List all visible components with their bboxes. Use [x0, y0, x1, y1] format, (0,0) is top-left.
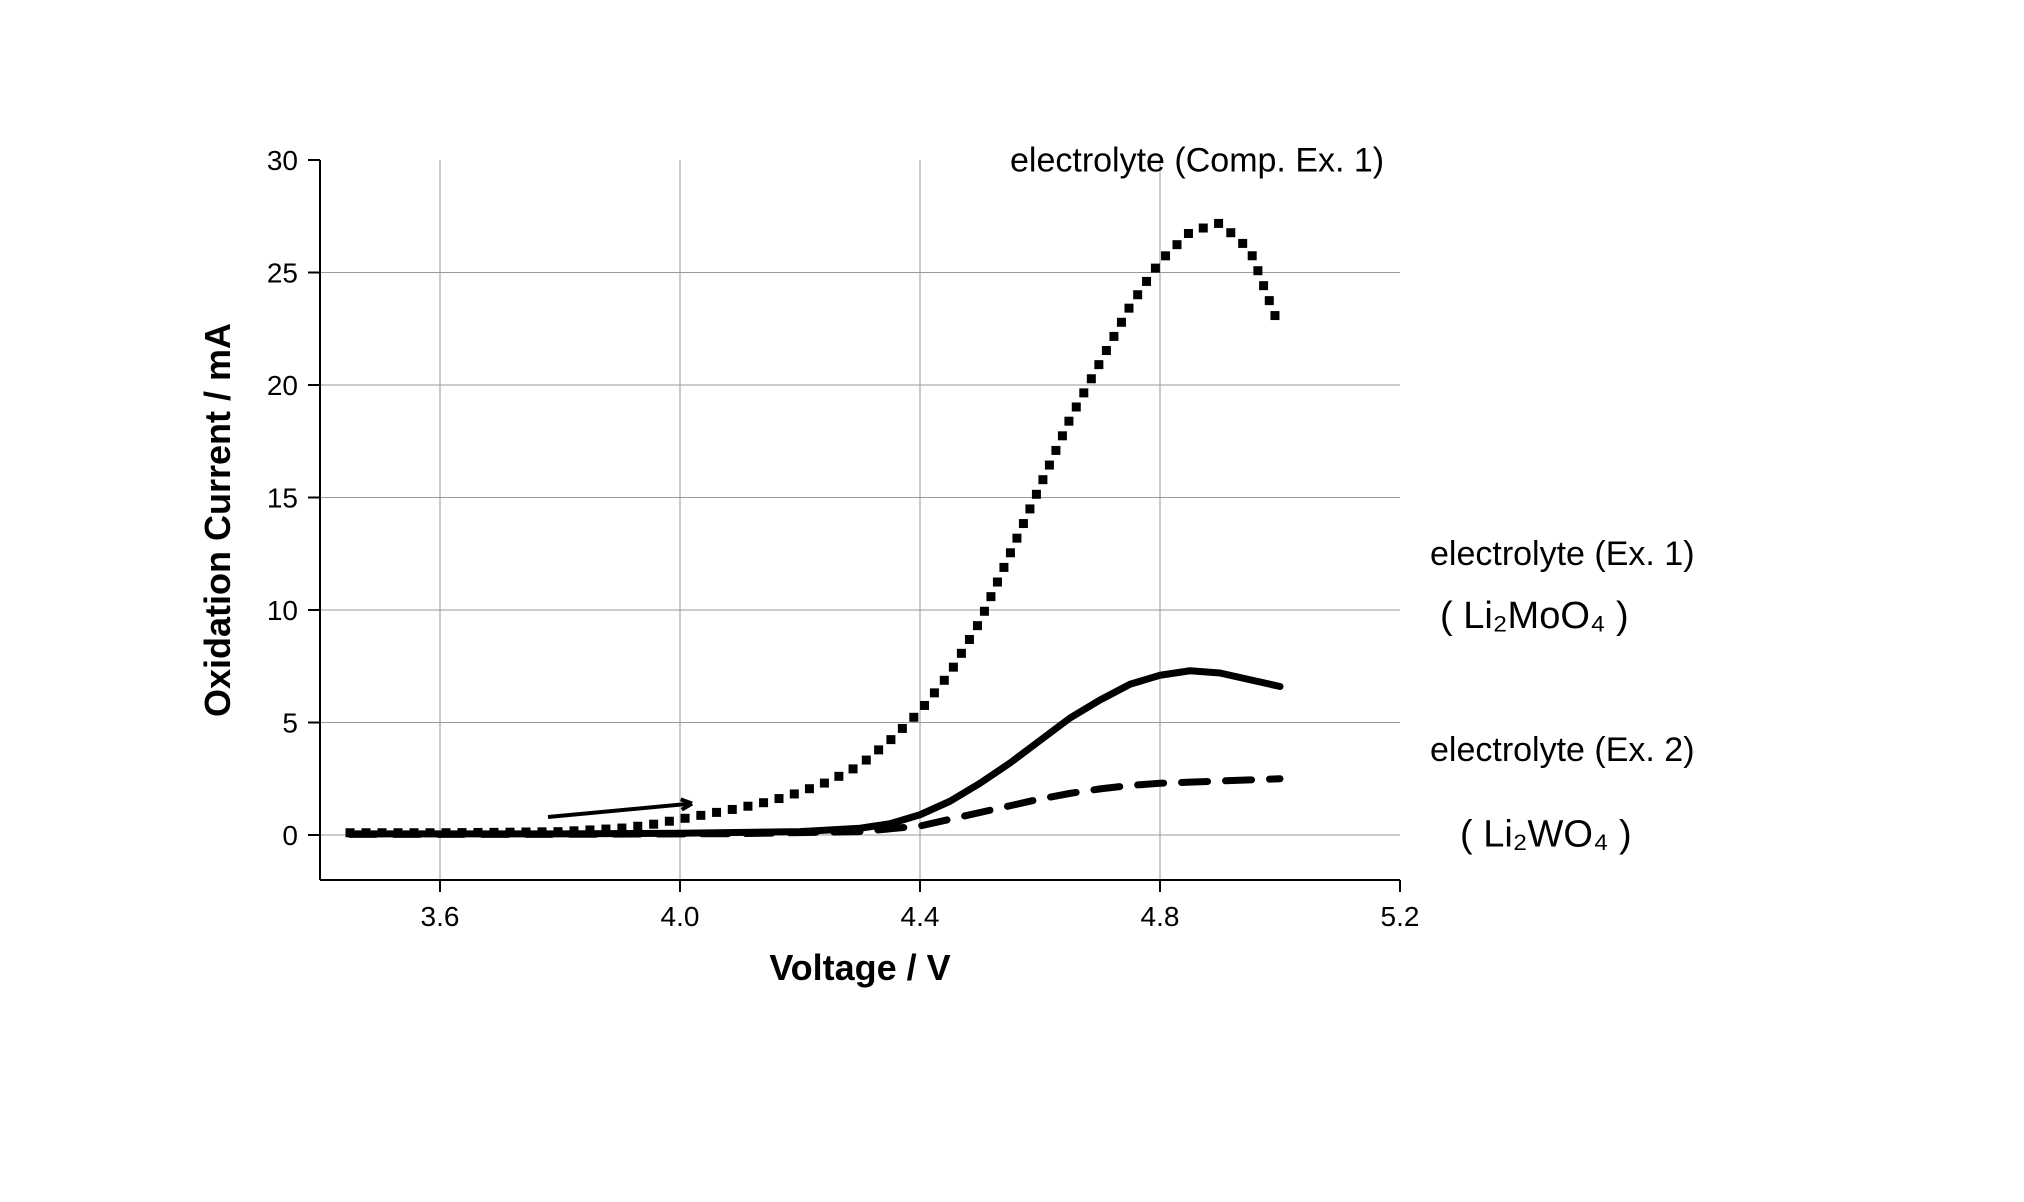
series-dot	[1117, 318, 1126, 327]
series-dot	[665, 817, 674, 826]
y-tick-label: 20	[267, 370, 298, 401]
series-dot	[834, 772, 843, 781]
series-dot	[965, 635, 974, 644]
oxidation-current-chart: 3.6 4.0 4.4 4.8 5.2 0 5 10 15 20 25 30 Voltage / V Ox…	[200, 140, 1850, 1090]
series-dot	[999, 563, 1008, 572]
y-tick-label: 10	[267, 595, 298, 626]
legend-ex2-line2: ( Li₂WO₄ )	[1460, 813, 1632, 855]
series-dot	[1038, 475, 1047, 484]
series-dot	[849, 764, 858, 773]
series-dot	[1248, 251, 1257, 260]
series-dot	[1051, 446, 1060, 455]
legend-comp-ex1: electrolyte (Comp. Ex. 1)	[1010, 141, 1384, 179]
series-dot	[1019, 519, 1028, 528]
series-dot	[1124, 304, 1133, 313]
x-axis-label: Voltage / V	[769, 947, 950, 988]
series-dot	[1072, 402, 1081, 411]
series-dot	[1064, 417, 1073, 426]
x-tick-label: 4.4	[901, 901, 940, 932]
series-dot	[973, 621, 982, 630]
y-tick-label: 30	[267, 145, 298, 176]
series-dot	[743, 802, 752, 811]
x-tick-label: 4.8	[1141, 901, 1180, 932]
series-dot	[920, 701, 929, 710]
legend-ex2-line1: electrolyte (Ex. 2)	[1430, 731, 1695, 769]
series-dot	[1012, 534, 1021, 543]
y-tick-label: 5	[282, 708, 298, 739]
series-dot	[909, 713, 918, 722]
y-tick-label: 15	[267, 483, 298, 514]
series-dot	[986, 592, 995, 601]
series-dot	[790, 789, 799, 798]
y-tick-label: 25	[267, 258, 298, 289]
series-dot	[886, 735, 895, 744]
series-dot	[1142, 277, 1151, 286]
series-dot	[1161, 251, 1170, 260]
x-tick-label: 4.0	[661, 901, 700, 932]
y-axis-label: Oxidation Current / mA	[197, 323, 238, 717]
series-dot	[728, 805, 737, 814]
y-tick-label: 0	[282, 820, 298, 851]
series-dot	[1045, 461, 1054, 470]
series-dot	[957, 649, 966, 658]
chart-svg: 3.6 4.0 4.4 4.8 5.2 0 5 10 15 20 25 30 Voltage / V Ox…	[200, 140, 1850, 1090]
series-dot	[1094, 360, 1103, 369]
series-dot	[930, 688, 939, 697]
series-dot	[949, 663, 958, 672]
series-dot	[1032, 490, 1041, 499]
legend-ex1-line2: ( Li₂MoO₄ )	[1440, 595, 1629, 637]
series-dot	[774, 794, 783, 803]
series-dot	[1173, 240, 1182, 249]
series-dot	[1025, 504, 1034, 513]
series-dot	[759, 798, 768, 807]
series-dot	[1259, 281, 1268, 290]
series-dot	[1151, 264, 1160, 273]
series-dot	[1058, 431, 1067, 440]
series-dot	[1087, 374, 1096, 383]
series-dot	[712, 808, 721, 817]
legend-ex1-line1: electrolyte (Ex. 1)	[1430, 535, 1695, 573]
series-dot	[1270, 311, 1279, 320]
series-dot	[1214, 219, 1223, 228]
series-dot	[681, 814, 690, 823]
series-dot	[1006, 548, 1015, 557]
x-tick-label: 3.6	[421, 901, 460, 932]
series-dot	[633, 822, 642, 831]
series-dot	[993, 578, 1002, 587]
series-dot	[1226, 228, 1235, 237]
series-dot	[1238, 239, 1247, 248]
series-dot	[1133, 290, 1142, 299]
series-dot	[649, 820, 658, 829]
series-dot	[820, 779, 829, 788]
series-dot	[980, 607, 989, 616]
series-dot	[1079, 388, 1088, 397]
series-dot	[696, 811, 705, 820]
series-dot	[862, 756, 871, 765]
series-dot	[874, 745, 883, 754]
series-dot	[1199, 224, 1208, 233]
series-dot	[1102, 346, 1111, 355]
x-tick-label: 5.2	[1381, 901, 1420, 932]
series-dot	[805, 784, 814, 793]
series-dot	[1253, 266, 1262, 275]
series-dot	[898, 724, 907, 733]
series-dot	[1109, 332, 1118, 341]
series-dot	[1184, 229, 1193, 238]
series-dot	[1265, 296, 1274, 305]
series-dot	[940, 676, 949, 685]
